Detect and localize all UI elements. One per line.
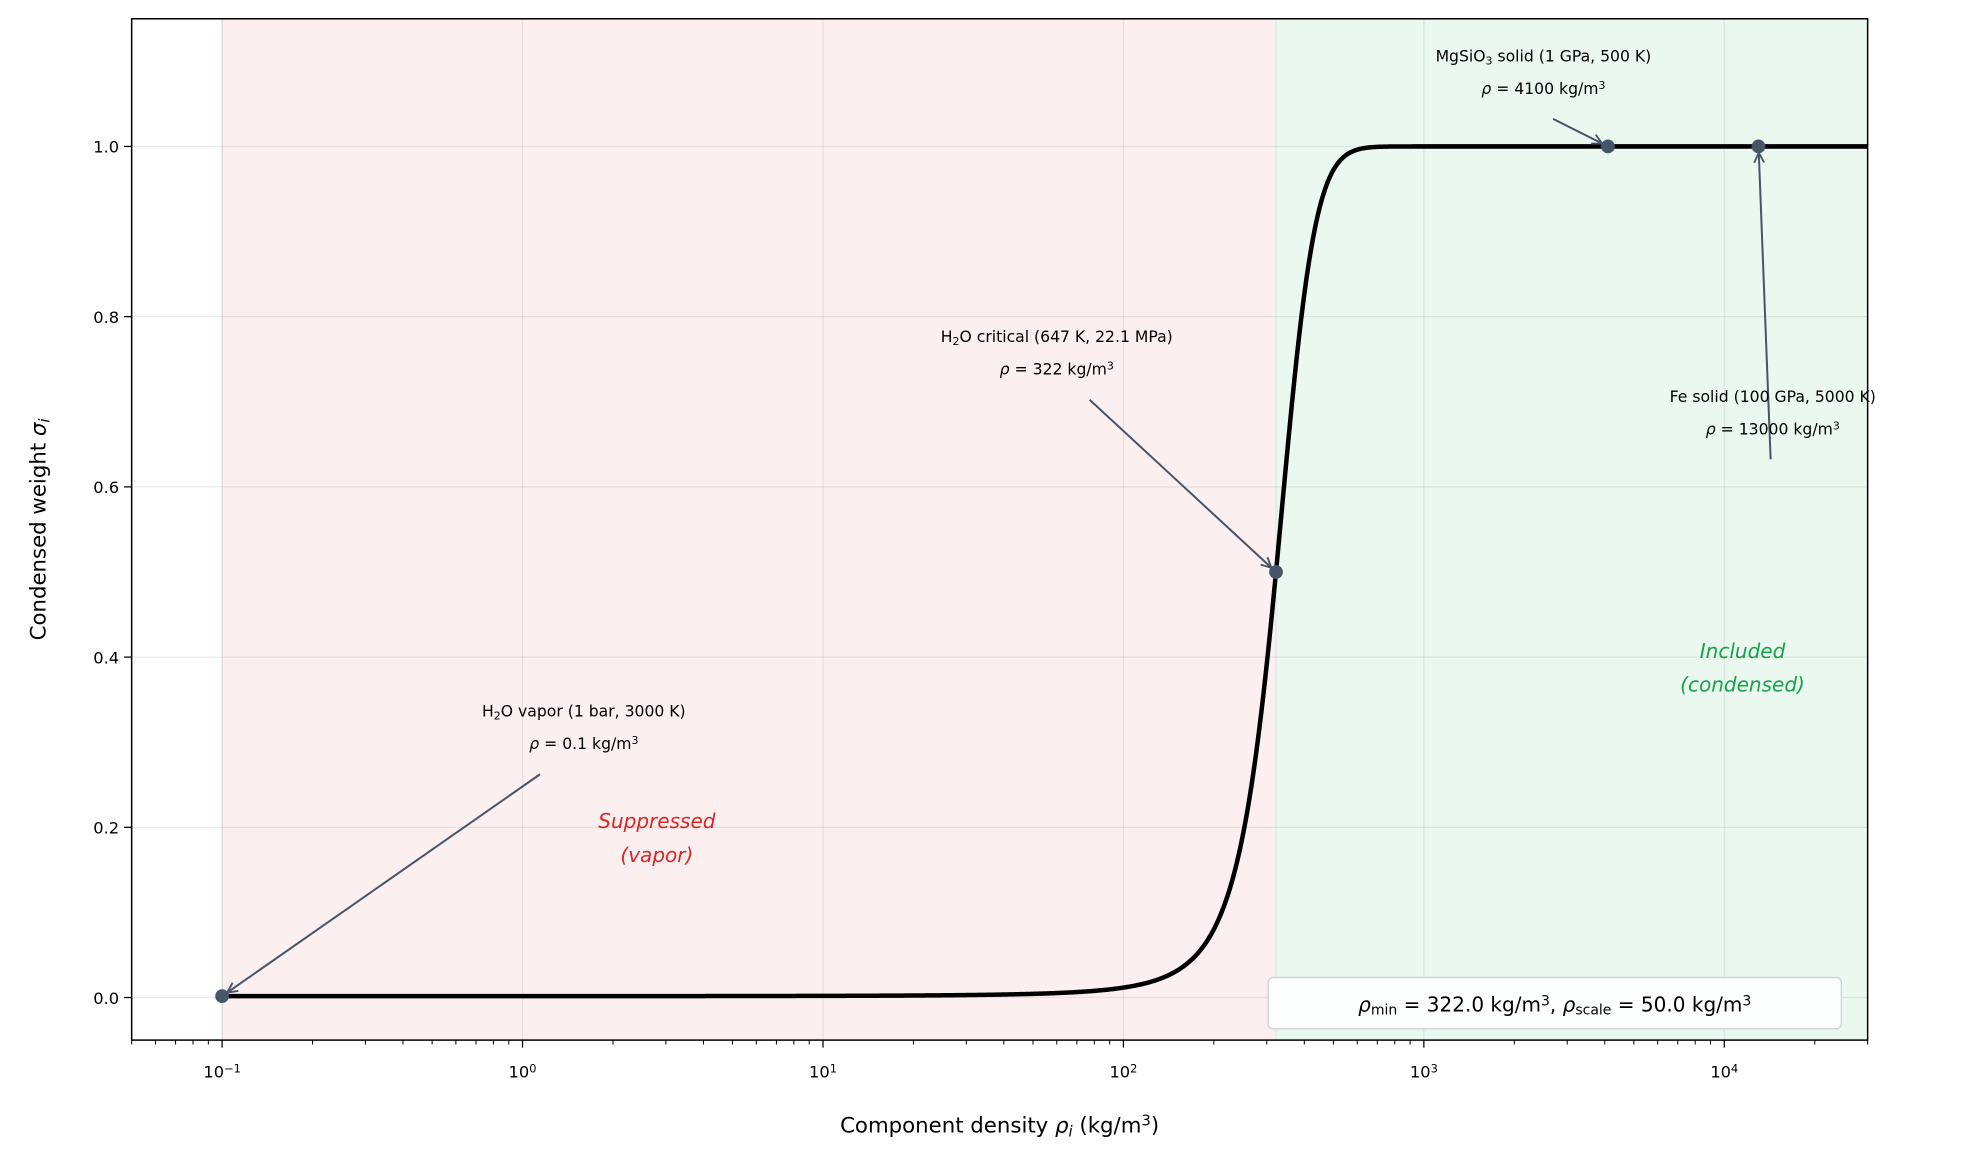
text-part: = 322.0 kg/m <box>1397 992 1541 1016</box>
y-tick-label: 0.6 <box>93 478 119 497</box>
y-tick-label: 1.0 <box>93 138 119 157</box>
text-part: 10 <box>509 1063 530 1082</box>
text-part: O critical (647 K, 22.1 MPa) <box>959 327 1172 346</box>
annotation-text: H2O critical (647 K, 22.1 MPa) <box>941 327 1173 348</box>
annotation-text: MgSiO3 solid (1 GPa, 500 K) <box>1436 46 1652 67</box>
annotation-text: ρ = 0.1 kg/m3 <box>529 734 638 753</box>
axes-frame <box>130 18 1869 1041</box>
text-part: 3 <box>631 734 638 747</box>
text-part: 3 <box>1742 993 1751 1009</box>
text-part: 0 <box>529 1062 536 1076</box>
data-point <box>1751 139 1766 154</box>
region-included <box>1275 18 1868 1041</box>
text-part: ρ <box>1563 992 1576 1016</box>
x-tick-label: 102 <box>1109 1062 1137 1082</box>
text-part: ρ <box>529 734 539 753</box>
annotation-text: Fe solid (100 GPa, 5000 K) <box>1670 387 1876 406</box>
annotation-text: ρ = 4100 kg/m3 <box>1481 79 1605 98</box>
text-part: 3 <box>1598 79 1605 92</box>
x-axis-label: Component density ρi (kg/m3) <box>840 1112 1159 1141</box>
text-part: 10 <box>1410 1063 1431 1082</box>
text-part: solid (1 GPa, 500 K) <box>1493 46 1652 65</box>
region-label-included: Included <box>1700 639 1786 663</box>
text-part: Fe solid (100 GPa, 5000 K) <box>1670 387 1876 406</box>
text-part: scale <box>1575 1003 1611 1019</box>
x-tick-label: 100 <box>509 1062 537 1082</box>
parameter-box <box>1267 976 1843 1030</box>
text-part: σ <box>26 421 51 436</box>
data-point <box>215 989 229 1004</box>
annotations: H2O vapor (1 bar, 3000 K)ρ = 0.1 kg/m3H2… <box>215 46 1876 1030</box>
text-part: min <box>1371 1003 1397 1019</box>
y-tick-label: 0.4 <box>93 648 119 667</box>
text-part: ρ <box>1481 79 1491 98</box>
region-label-included: (condensed) <box>1680 673 1805 697</box>
region-label-suppressed: (vapor) <box>620 843 693 867</box>
text-part: ρ <box>1358 992 1371 1016</box>
text-part: = 322 kg/m <box>1010 360 1107 379</box>
text-part: 3 <box>1431 1062 1438 1076</box>
text-part: 1 <box>830 1062 837 1076</box>
annotation-arrow <box>1088 399 1272 568</box>
text-part: ρ <box>1000 360 1010 379</box>
annotation-arrow <box>1759 153 1772 460</box>
annotation-arrow <box>227 773 541 992</box>
text-part: 10 <box>809 1063 830 1082</box>
regions: Suppressed (vapor) Included (condensed) <box>221 18 1868 1041</box>
text-part: 2 <box>1130 1062 1137 1076</box>
text-part: H <box>941 327 953 346</box>
text-part: Component density <box>840 1114 1055 1139</box>
text-part: = 50.0 kg/m <box>1611 992 1742 1016</box>
text-part: = 4100 kg/m <box>1491 79 1598 98</box>
text-part: 4 <box>1731 1062 1738 1076</box>
y-tick-label: 0.8 <box>93 308 119 327</box>
text-part: MgSiO <box>1436 46 1486 65</box>
text-part: 3 <box>1107 360 1114 373</box>
parameter-text: ρmin = 322.0 kg/m3, ρscale = 50.0 kg/m3 <box>1358 992 1751 1018</box>
text-part: 3 <box>1486 54 1493 67</box>
text-part: ρ <box>1055 1114 1069 1139</box>
text-part: Condensed weight <box>26 436 51 640</box>
text-part: −1 <box>224 1062 241 1076</box>
curve <box>222 144 1868 999</box>
data-point <box>1269 565 1283 579</box>
text-part: = 13000 kg/m <box>1716 419 1833 438</box>
annotation-arrow <box>1552 118 1602 144</box>
annotation-text: ρ = 13000 kg/m3 <box>1706 419 1840 438</box>
data-point <box>1601 139 1615 154</box>
text-part: 10 <box>1710 1063 1731 1082</box>
y-tick-label: 0.0 <box>93 989 119 1008</box>
text-part: 10 <box>203 1063 224 1082</box>
x-tick-label: 104 <box>1710 1062 1738 1082</box>
annotation-text: H2O vapor (1 bar, 3000 K) <box>482 702 686 723</box>
annotation-text: ρ = 322 kg/m3 <box>1000 360 1114 379</box>
text-part: , <box>1550 992 1563 1016</box>
text-part: O vapor (1 bar, 3000 K) <box>501 702 686 721</box>
y-tick-label: 0.2 <box>93 819 119 838</box>
x-tick-label: 103 <box>1410 1062 1438 1082</box>
x-tick-label: 101 <box>809 1062 837 1082</box>
text-part: 3 <box>1141 1112 1150 1130</box>
region-label-suppressed: Suppressed <box>598 809 716 833</box>
text-part: i <box>1069 1122 1074 1140</box>
region-suppressed <box>222 18 1276 1041</box>
text-part: (kg/m <box>1073 1114 1142 1139</box>
y-axis-label: Condensed weight σi <box>26 418 53 641</box>
text-part: 3 <box>1833 419 1840 432</box>
text-part: ρ <box>1706 419 1716 438</box>
text-part: H <box>482 702 494 721</box>
text-part: 10 <box>1109 1063 1130 1082</box>
x-tick-label: 10−1 <box>203 1062 240 1082</box>
text-part: 3 <box>1541 993 1550 1009</box>
axes: 10−1 100 101 102 103 1040.00.20.40.60.81.0Com… <box>26 18 1869 1141</box>
sigmoid-curve <box>222 144 1868 999</box>
text-part: 2 <box>494 709 501 722</box>
text-part: = 0.1 kg/m <box>539 734 631 753</box>
text-part: ) <box>1151 1114 1159 1139</box>
text-part: i <box>35 418 53 423</box>
text-part: 2 <box>953 335 960 348</box>
